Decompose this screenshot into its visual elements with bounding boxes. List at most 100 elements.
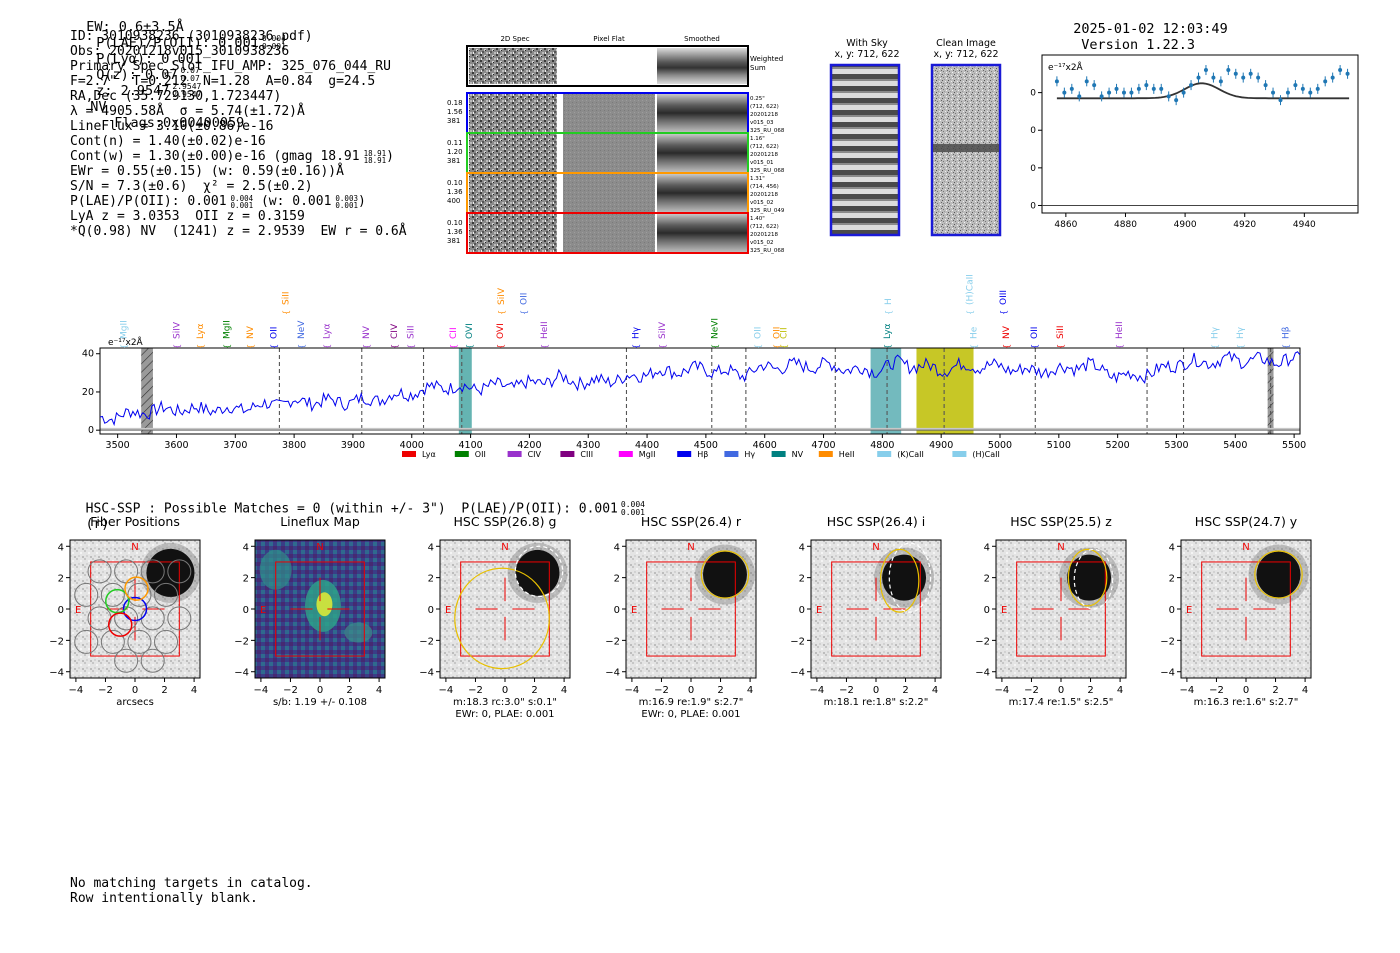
fiber-row-smoothed <box>657 214 747 252</box>
spectrum-line-bracket: { <box>1236 344 1245 349</box>
catalog-footer: No matching targets in catalog. Row inte… <box>70 876 313 906</box>
spectrum-regions <box>100 348 1300 434</box>
spectrum-line-label: NeVI <box>711 318 721 339</box>
legend-label: CIV <box>528 450 542 459</box>
spectrum-line-bracket: { <box>970 344 979 349</box>
header-q: Q(z): 0.07 <box>96 67 178 83</box>
spectrum-x-tick-label: 3500 <box>106 440 130 451</box>
clean-title-block: Clean Image x, y: 712, 622 <box>925 38 1007 60</box>
fiber-row-meta: (714, 456) <box>750 184 779 190</box>
spectrum-line-label: NV <box>246 325 256 339</box>
fiber-circle <box>74 629 99 654</box>
selected-fiber-circle <box>107 612 133 637</box>
hsc-y-tick-label: −2 <box>1160 636 1175 647</box>
spectrum-line-label: OVI <box>496 323 506 339</box>
info-plae-sub: 0.001 <box>230 200 254 210</box>
header-q-sub: 0.07 <box>180 74 200 83</box>
fiber-circle <box>87 559 112 584</box>
spectrum-line-label: CII <box>780 327 790 339</box>
fiber-row-smoothed <box>657 174 747 212</box>
spectrum-x-tick-label: 5400 <box>1223 440 1247 451</box>
hsc-panel: Lineflux Map N E −4 −4 −2 −2 0 0 2 2 4 4 s/b: 1.19 +/… <box>234 514 386 708</box>
hsc-x-tick-label: −4 <box>254 685 269 696</box>
spectrum-sky-band <box>100 427 1300 431</box>
hsc-x-tick-label: 2 <box>346 685 352 696</box>
zoom-x-tick-label: 4860 <box>1054 220 1077 230</box>
hsc-x-tick-label: 2 <box>1272 685 1278 696</box>
zoom-data-point <box>1330 75 1335 80</box>
hsc-x-tick-label: 4 <box>561 685 567 696</box>
zoom-data-point <box>1323 79 1328 84</box>
spectrum-line-bracket: { <box>1030 344 1039 349</box>
spectrum-line-bracket: { <box>449 344 458 349</box>
hsc-y-tick-label: 0 <box>984 605 990 616</box>
info-line-qz: *Q(0.98) NV (1241) z = 2.9539 EW r = 0.6… <box>70 224 407 239</box>
weighted-label-2: Sum <box>750 64 766 72</box>
info-line-obs: Obs: 20201218v015_3010938236 <box>70 44 290 59</box>
spectrum-line-label: OII <box>270 327 280 339</box>
zoom-data-point <box>1338 68 1343 73</box>
zoom-data-point <box>1099 94 1104 99</box>
footer-line-1: No matching targets in catalog. <box>70 876 313 891</box>
spectrum-line-bracket: { <box>465 344 474 349</box>
info-line-sn: S/N = 7.3(±0.6) χ² = 2.5(±0.2) <box>70 179 313 194</box>
hsc-summary-sup: 0.004 <box>620 500 645 509</box>
spectrum-line-label: OII <box>520 293 530 305</box>
hsc-y-tick-label: 2 <box>58 574 64 585</box>
aperture-box <box>1016 561 1106 657</box>
info-block: ID: 3010938236 (3010938236.pdf) Obs: 202… <box>70 29 407 239</box>
hsc-panel-title: HSC SSP(25.5) z <box>1010 514 1112 529</box>
galaxy-core <box>1256 551 1301 598</box>
east-label: E <box>1186 605 1192 616</box>
spectrum-line-label: SiII <box>281 291 291 305</box>
fiber-row-meta: 20201218 <box>750 112 778 118</box>
info-line-lyaz: LyA z = 3.0353 OII z = 0.3159 <box>70 209 305 224</box>
hsc-panel-title: HSC SSP(26.4) i <box>827 514 925 529</box>
fiber-row-meta: (712, 622) <box>750 144 779 150</box>
header-version: Version 1.22.3 <box>1081 37 1196 53</box>
spectrum-line-bracket: { <box>390 344 399 349</box>
fiber-circle <box>140 559 165 584</box>
spectrum-x-tick-label: 5100 <box>1047 440 1071 451</box>
hsc-caption: arcsecs <box>116 697 154 708</box>
spectrum-line-bracket: { <box>1056 344 1065 349</box>
spectrum-x-tick-label: 4800 <box>870 440 894 451</box>
galaxy-core <box>515 549 560 596</box>
lineflux-peak <box>316 592 333 617</box>
col-header-2d: 2D Spec <box>500 35 529 43</box>
fiber-circle <box>127 582 152 607</box>
header-ew: EW: 0.6±3.5Å <box>86 19 184 35</box>
fiber-row-pixel-flat <box>563 174 655 212</box>
legend-swatch <box>952 451 967 457</box>
info-plae-text: P(LAE)/P(OII): 0.001 <box>70 194 227 209</box>
header-plya: P(Lyα): 0.001 <box>96 51 202 67</box>
zoom-data-point <box>1241 75 1246 80</box>
hsc-y-tick-label: 0 <box>243 605 249 616</box>
hsc-x-tick-label: 2 <box>1087 685 1093 696</box>
zoom-data-point <box>1345 71 1350 76</box>
hsc-caption: s/b: 1.19 +/- 0.108 <box>273 697 367 708</box>
spectrum-line-bracket: { <box>540 344 549 349</box>
zoom-data-point <box>1315 86 1320 91</box>
spectrum-line-bracket: { <box>658 344 667 349</box>
hsc-y-tick-label: −4 <box>49 668 64 679</box>
zoom-data-point <box>1233 71 1238 76</box>
zoom-data-point <box>1278 98 1283 103</box>
aperture-ellipse <box>454 567 550 670</box>
aperture-box <box>1201 561 1291 657</box>
zoom-data-point <box>1271 90 1276 95</box>
zoom-data-point <box>1285 90 1290 95</box>
east-label: E <box>1001 605 1007 616</box>
fiber-row-stat: 381 <box>447 157 460 165</box>
spectrum-shaded-region <box>458 348 472 434</box>
spectrum-x-tick-label: 4100 <box>458 440 482 451</box>
header-right: 2025-01-02 12:03:49 Version 1.22.3 <box>1057 5 1227 53</box>
zoom-data-point <box>1069 86 1074 91</box>
spectrum-line-label: H <box>884 298 894 305</box>
fiber-row-meta: 1.31" <box>750 176 765 182</box>
hsc-x-tick-label: −2 <box>1209 685 1224 696</box>
aperture-box <box>460 561 550 657</box>
